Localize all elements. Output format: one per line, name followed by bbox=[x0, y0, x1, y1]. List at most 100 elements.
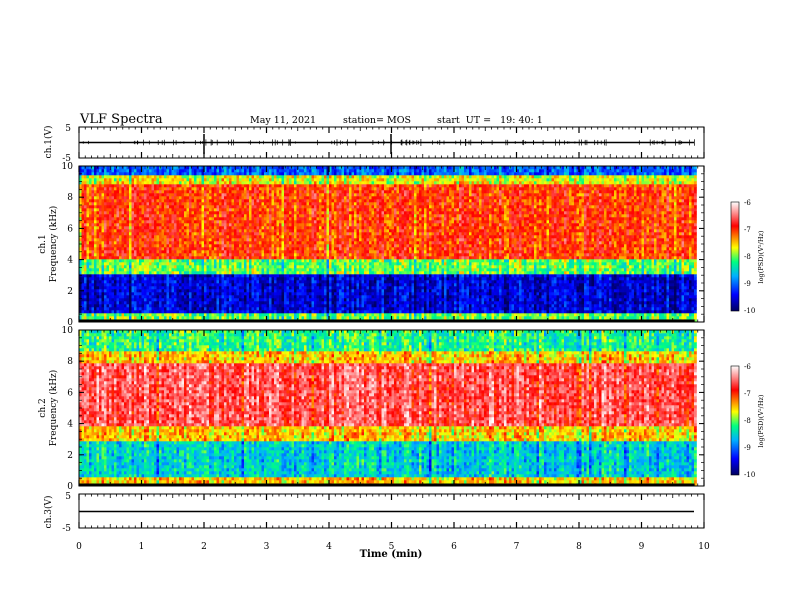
spectrogram-cell bbox=[114, 253, 117, 256]
spectrogram-cell bbox=[194, 313, 197, 316]
spectrogram-cell bbox=[119, 280, 122, 283]
spectrogram-cell bbox=[117, 220, 120, 223]
spectrogram-cell bbox=[252, 211, 255, 214]
spectrogram-cell bbox=[129, 295, 132, 298]
spectrogram-cell bbox=[237, 205, 240, 208]
spectrogram-cell bbox=[162, 235, 165, 238]
spectrogram-cell bbox=[97, 175, 100, 178]
spectrogram-cell bbox=[144, 217, 147, 220]
spectrogram-cell bbox=[187, 304, 190, 307]
spectrogram-cell bbox=[244, 247, 247, 250]
spectrogram-cell bbox=[119, 226, 122, 229]
spectrogram-cell bbox=[84, 250, 87, 253]
spectrogram-cell bbox=[282, 205, 285, 208]
spectrogram-cell bbox=[289, 271, 292, 274]
spectrogram-cell bbox=[172, 262, 175, 265]
spectrogram-cell bbox=[282, 301, 285, 304]
spectrogram-cell bbox=[164, 199, 167, 202]
spectrogram-cell bbox=[184, 253, 187, 256]
spectrogram-cell bbox=[99, 214, 102, 217]
spectrogram-cell bbox=[87, 295, 90, 298]
spectrogram-cell bbox=[112, 268, 115, 271]
spectrogram-cell bbox=[232, 229, 235, 232]
spectrogram-cell bbox=[202, 253, 205, 256]
spectrogram-cell bbox=[252, 280, 255, 283]
spectrogram-cell bbox=[284, 214, 287, 217]
spectrogram-cell bbox=[142, 187, 145, 190]
spectrogram-cell bbox=[139, 208, 142, 211]
spectrogram-cell bbox=[222, 175, 225, 178]
spectrogram-cell bbox=[267, 298, 270, 301]
spectrogram-cell bbox=[194, 310, 197, 313]
spectrogram-cell bbox=[247, 292, 250, 295]
spectrogram-cell bbox=[127, 220, 130, 223]
spectrogram-cell bbox=[89, 238, 92, 241]
spectrogram-cell bbox=[142, 202, 145, 205]
spectrogram-cell bbox=[142, 241, 145, 244]
spectrogram-cell bbox=[112, 262, 115, 265]
spectrogram-cell bbox=[262, 238, 265, 241]
spectrogram-cell bbox=[127, 181, 130, 184]
spectrogram-cell bbox=[82, 193, 85, 196]
spectrogram-cell bbox=[212, 178, 215, 181]
spectrogram-cell bbox=[252, 199, 255, 202]
spectrogram-cell bbox=[139, 202, 142, 205]
spectrogram-cell bbox=[257, 169, 260, 172]
spectrogram-cell bbox=[169, 196, 172, 199]
spectrogram-cell bbox=[152, 232, 155, 235]
spectrogram-cell bbox=[222, 184, 225, 187]
spectrogram-cell bbox=[279, 199, 282, 202]
spectrogram-cell bbox=[107, 199, 110, 202]
spectrogram-cell bbox=[192, 256, 195, 259]
spectrogram-cell bbox=[254, 223, 257, 226]
spectrogram-cell bbox=[204, 259, 207, 262]
spectrogram-cell bbox=[189, 181, 192, 184]
spectrogram-cell bbox=[122, 271, 125, 274]
spectrogram-cell bbox=[279, 220, 282, 223]
spectrogram-cell bbox=[177, 226, 180, 229]
spectrogram-cell bbox=[212, 238, 215, 241]
spectrogram-cell bbox=[212, 181, 215, 184]
spectrogram-cell bbox=[272, 250, 275, 253]
spectrogram-cell bbox=[284, 193, 287, 196]
spectrogram-cell bbox=[129, 304, 132, 307]
spectrogram-cell bbox=[102, 274, 105, 277]
spectrogram-cell bbox=[182, 295, 185, 298]
spectrogram-cell bbox=[169, 217, 172, 220]
spectrogram-cell bbox=[112, 241, 115, 244]
spectrogram-cell bbox=[82, 208, 85, 211]
spectrogram-cell bbox=[244, 193, 247, 196]
spectrogram-cell bbox=[242, 223, 245, 226]
spectrogram-cell bbox=[237, 280, 240, 283]
spectrogram-cell bbox=[92, 277, 95, 280]
spectrogram-cell bbox=[89, 286, 92, 289]
spectrogram-cell bbox=[274, 220, 277, 223]
spectrogram-cell bbox=[132, 229, 135, 232]
spectrogram-cell bbox=[254, 265, 257, 268]
spectrogram-cell bbox=[239, 175, 242, 178]
spectrogram-cell bbox=[127, 274, 130, 277]
spectrogram-cell bbox=[162, 208, 165, 211]
spectrogram-cell bbox=[284, 187, 287, 190]
spectrogram-cell bbox=[137, 211, 140, 214]
spectrogram-cell bbox=[112, 223, 115, 226]
spectrogram-cell bbox=[134, 268, 137, 271]
spectrogram-cell bbox=[272, 208, 275, 211]
spectrogram-cell bbox=[212, 199, 215, 202]
spectrogram-cell bbox=[164, 295, 167, 298]
spectrogram-cell bbox=[104, 268, 107, 271]
spectrogram-cell bbox=[224, 316, 227, 319]
spectrogram-cell bbox=[99, 199, 102, 202]
spectrogram-cell bbox=[177, 280, 180, 283]
spectrogram-cell bbox=[187, 313, 190, 316]
spectrogram-cell bbox=[257, 235, 260, 238]
spectrogram-cell bbox=[137, 238, 140, 241]
spectrogram-cell bbox=[99, 193, 102, 196]
spectrogram-cell bbox=[94, 232, 97, 235]
spectrogram-cell bbox=[204, 256, 207, 259]
spectrogram-cell bbox=[154, 283, 157, 286]
spectrogram-cell bbox=[244, 199, 247, 202]
spectrogram-cell bbox=[189, 187, 192, 190]
spectrogram-cell bbox=[247, 184, 250, 187]
spectrogram-cell bbox=[194, 298, 197, 301]
